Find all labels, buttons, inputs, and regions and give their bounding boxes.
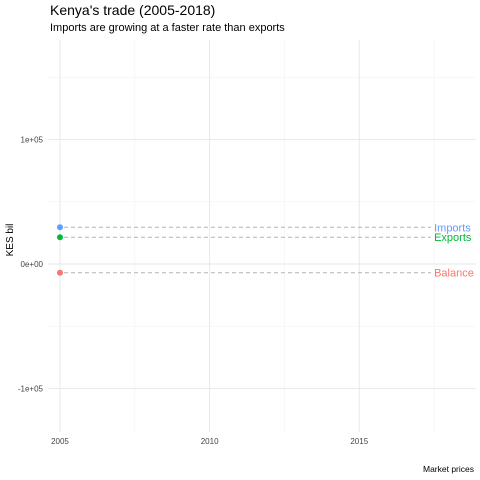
balance-point xyxy=(56,269,63,276)
balance-series-label: Balance xyxy=(434,268,474,280)
imports-series-label: Imports xyxy=(434,222,471,234)
x-tick-label: 2010 xyxy=(201,437,219,446)
data-points xyxy=(56,224,63,276)
tick-labels: -1e+05 0e+00 1e+05 2005 2010 2015 xyxy=(18,136,369,446)
exports-point xyxy=(56,234,63,241)
chart-subtitle: Imports are growing at a faster rate tha… xyxy=(50,22,285,34)
exports-series-label: Exports xyxy=(434,232,472,244)
y-tick-label: 1e+05 xyxy=(21,136,44,145)
chart-title: Kenya's trade (2005-2018) xyxy=(50,2,215,18)
grid-layer xyxy=(48,40,476,432)
y-tick-label: 0e+00 xyxy=(21,260,44,269)
y-tick-label: -1e+05 xyxy=(18,384,44,393)
x-tick-label: 2015 xyxy=(350,437,368,446)
chart-caption: Market prices xyxy=(423,464,474,474)
y-axis-label: KES bil xyxy=(5,224,16,257)
x-tick-label: 2005 xyxy=(51,437,69,446)
leader-lines xyxy=(63,226,432,274)
imports-point xyxy=(56,224,63,231)
